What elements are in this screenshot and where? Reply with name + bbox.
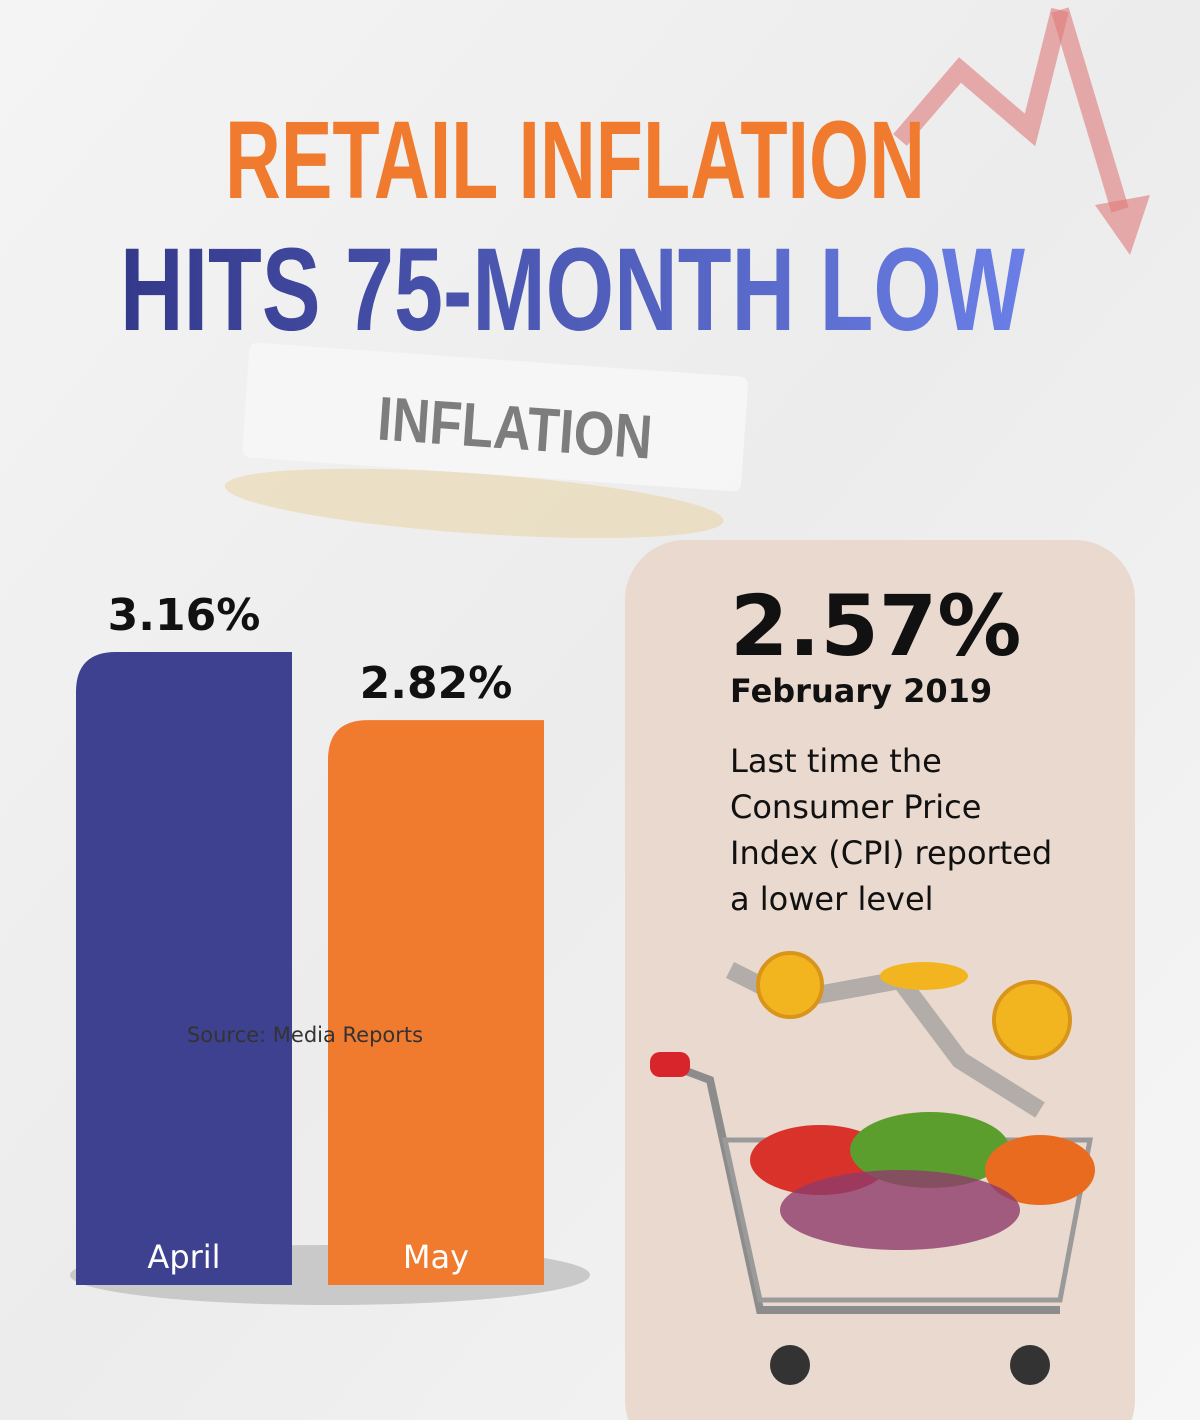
decor-arrowhead bbox=[1095, 195, 1150, 255]
coin bbox=[992, 980, 1072, 1060]
badge: INFLATION bbox=[224, 342, 749, 539]
bar bbox=[76, 652, 292, 1285]
vegetables bbox=[780, 1170, 1020, 1250]
vegetables bbox=[850, 1112, 1010, 1188]
vegetables bbox=[985, 1135, 1095, 1205]
value-label: 3.16% bbox=[108, 590, 261, 641]
category-label: May bbox=[403, 1238, 469, 1276]
callout-text: Last time the Consumer Price Index (CPI) r… bbox=[730, 742, 1052, 918]
cart-illustration bbox=[650, 951, 1095, 1385]
callout-line: a lower level bbox=[730, 880, 934, 918]
title-line-2: HITS 75-MONTH LOW bbox=[120, 224, 1025, 356]
coin bbox=[756, 951, 824, 1019]
cart-wheel bbox=[770, 1345, 810, 1385]
source: Source: Media Reports bbox=[187, 1023, 423, 1047]
callout-line: Index (CPI) reported bbox=[730, 834, 1052, 872]
callout-date: February 2019 bbox=[730, 672, 992, 710]
title-line-1: RETAIL INFLATION bbox=[225, 99, 925, 222]
cart-wheel bbox=[1010, 1345, 1050, 1385]
value-label: 2.82% bbox=[360, 658, 513, 709]
callout-line: Last time the bbox=[730, 742, 942, 780]
cart-handle bbox=[650, 1052, 690, 1077]
coins bbox=[224, 468, 724, 539]
callout-value: 2.57% bbox=[730, 577, 1021, 675]
badge-card bbox=[242, 342, 749, 492]
decor-arrow bbox=[893, 7, 1069, 147]
bar-chart: 3.16% April 2.82% May bbox=[76, 590, 544, 1285]
bar bbox=[328, 720, 544, 1285]
coin bbox=[880, 962, 968, 990]
decor-arrow bbox=[1051, 7, 1129, 213]
callout-line: Consumer Price bbox=[730, 788, 981, 826]
category-label: April bbox=[147, 1238, 220, 1276]
